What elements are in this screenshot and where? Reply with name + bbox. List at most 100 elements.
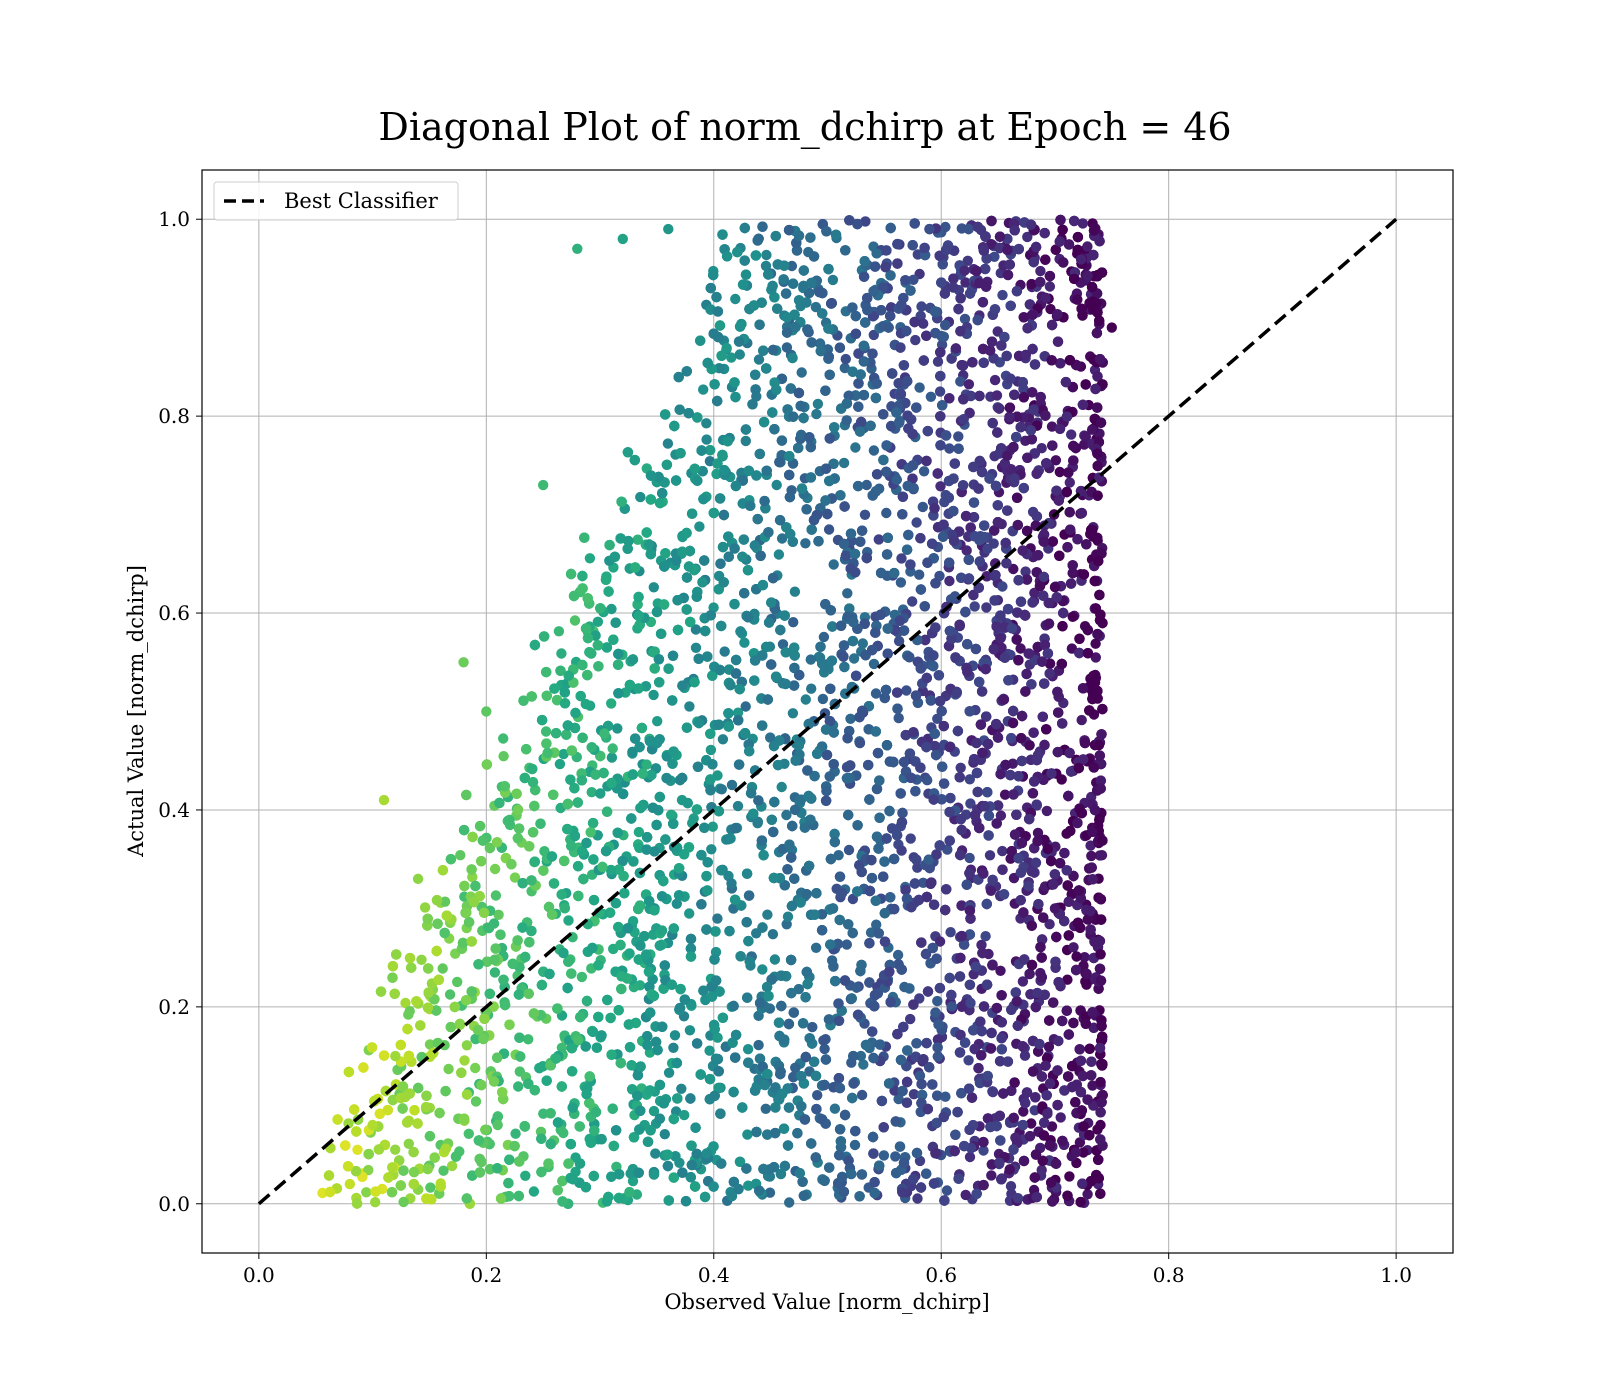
scatter-point (684, 908, 695, 919)
scatter-point (1090, 638, 1101, 649)
scatter-point (648, 582, 659, 593)
scatter-point (868, 658, 880, 670)
scatter-point (859, 509, 871, 520)
scatter-point (523, 1034, 534, 1045)
scatter-point (1087, 1080, 1098, 1091)
scatter-point (1082, 241, 1093, 252)
scatter-point (760, 1103, 771, 1115)
scatter-point (857, 638, 868, 649)
scatter-point (490, 890, 502, 901)
scatter-point (1005, 1181, 1017, 1192)
scatter-point (684, 701, 695, 712)
scatter-point (841, 415, 852, 426)
scatter-point (671, 898, 682, 909)
scatter-point (964, 852, 975, 864)
scatter-point (470, 1096, 482, 1107)
scatter-point (806, 683, 817, 694)
scatter-point (912, 1193, 923, 1204)
scatter-point (467, 871, 478, 883)
scatter-point (390, 1144, 401, 1155)
scatter-point (786, 260, 798, 272)
scatter-point (726, 352, 737, 363)
scatter-point (721, 342, 732, 354)
scatter-point (398, 1196, 409, 1208)
scatter-point (1085, 840, 1096, 851)
scatter-point (776, 781, 787, 793)
scatter-point (1081, 979, 1092, 990)
scatter-point (352, 1144, 363, 1156)
scatter-point (1078, 1147, 1089, 1158)
scatter-point (669, 1030, 681, 1041)
scatter-point (838, 457, 850, 469)
scatter-point (1026, 1118, 1037, 1129)
scatter-point (400, 997, 411, 1009)
scatter-point (753, 1039, 764, 1051)
scatter-point (679, 1109, 690, 1121)
scatter-point (1074, 1137, 1086, 1148)
scatter-point (584, 553, 596, 564)
scatter-point (719, 646, 730, 657)
scatter-point (814, 338, 826, 349)
scatter-point (726, 878, 737, 889)
scatter-point (955, 762, 966, 773)
scatter-point (981, 602, 992, 613)
scatter-point (732, 800, 744, 812)
scatter-point (1022, 231, 1033, 243)
scatter-point (513, 1081, 524, 1092)
scatter-point (663, 1067, 675, 1079)
scatter-point (635, 491, 646, 503)
scatter-point (459, 1055, 470, 1066)
scatter-point (1043, 1041, 1055, 1053)
scatter-point (580, 698, 591, 710)
scatter-point (455, 850, 466, 861)
scatter-point (999, 789, 1011, 800)
scatter-point (370, 1197, 381, 1208)
scatter-point (818, 1035, 829, 1046)
scatter-point (839, 362, 850, 374)
scatter-point (847, 893, 859, 905)
scatter-point (843, 844, 855, 856)
scatter-point (940, 1091, 951, 1102)
scatter-point (841, 939, 852, 950)
scatter-point (739, 637, 750, 648)
scatter-point (554, 758, 566, 770)
scatter-point (558, 748, 569, 760)
scatter-point (829, 1103, 841, 1114)
scatter-point (1071, 951, 1082, 962)
scatter-point (1082, 1189, 1093, 1200)
scatter-point (361, 1187, 372, 1198)
scatter-point (912, 862, 923, 873)
scatter-point (871, 919, 882, 930)
scatter-point (1053, 1035, 1064, 1047)
scatter-point (868, 445, 880, 456)
scatter-point (944, 575, 955, 587)
scatter-point (553, 626, 565, 637)
scatter-point (922, 775, 933, 786)
scatter-point (771, 479, 782, 491)
scatter-point (443, 1063, 454, 1075)
scatter-point (1076, 714, 1087, 726)
scatter-point (698, 384, 709, 395)
scatter-point (963, 1055, 974, 1066)
scatter-point (959, 313, 971, 325)
scatter-point (892, 949, 904, 961)
scatter-point (528, 1186, 540, 1197)
scatter-point (769, 954, 781, 965)
scatter-point (1032, 827, 1044, 839)
scatter-point (989, 251, 1000, 262)
scatter-point (1050, 455, 1062, 466)
scatter-point (767, 929, 779, 940)
scatter-point (818, 631, 830, 643)
scatter-point (1079, 439, 1090, 450)
scatter-point (812, 1090, 823, 1101)
scatter-point (461, 1040, 473, 1051)
scatter-point (753, 354, 765, 365)
scatter-point (1008, 563, 1019, 575)
scatter-point (985, 885, 997, 896)
scatter-point (509, 872, 521, 883)
scatter-point (765, 732, 776, 743)
scatter-point (911, 517, 922, 528)
scatter-point (918, 318, 929, 329)
scatter-point (989, 374, 1001, 386)
scatter-point (787, 708, 799, 719)
